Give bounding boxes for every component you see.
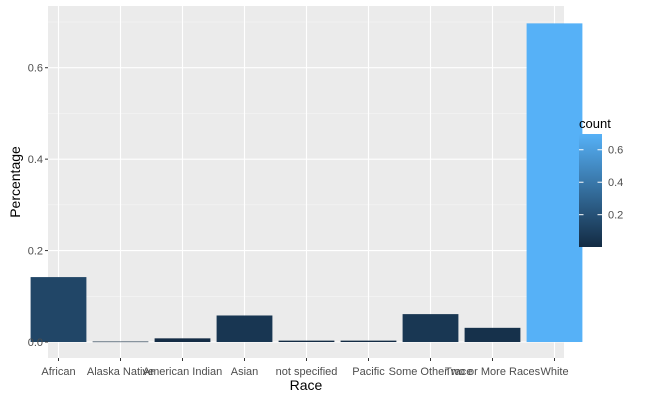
x-tick-label: American Indian: [143, 366, 223, 378]
x-tick-label: Some Other race: [389, 366, 473, 378]
bar-two-or-more-races: [464, 327, 521, 342]
bar-some-other-race: [402, 314, 459, 342]
x-tick-label: White: [540, 366, 568, 378]
y-tick-label: 0.6: [28, 63, 43, 75]
legend-ticks: 0.2 0.4 0.6: [579, 145, 623, 222]
gridlines: [48, 6, 564, 358]
bar-white: [526, 23, 583, 342]
bar-african: [30, 277, 87, 342]
bar-alaska-native: [92, 341, 149, 343]
x-tick-label: not specified: [276, 366, 338, 378]
color-legend: count 0.2 0.4 0.6: [579, 116, 623, 247]
legend-tick-label: 0.6: [608, 145, 623, 157]
bar-pacific: [340, 340, 397, 342]
y-tick-label: 0.2: [28, 246, 43, 258]
x-axis-title: Race: [290, 377, 323, 393]
bar-asian: [216, 315, 273, 342]
x-tick-label: Alaska Native: [87, 366, 154, 378]
bar-american-indian: [154, 338, 211, 342]
bars: [30, 23, 583, 343]
legend-tick-label: 0.4: [608, 177, 623, 189]
bar-not-specified: [278, 340, 335, 342]
y-axis: 0.0 0.2 0.4 0.6: [28, 63, 48, 349]
legend-colorbar: [579, 134, 602, 247]
y-axis-title: Percentage: [7, 146, 23, 218]
legend-title: count: [579, 116, 611, 131]
x-tick-label: Asian: [231, 366, 259, 378]
x-tick-label: African: [41, 366, 75, 378]
y-tick-label: 0.4: [28, 154, 43, 166]
x-tick-label: Pacific: [352, 366, 385, 378]
x-tick-label: Two or More Races: [445, 366, 541, 378]
legend-tick-label: 0.2: [608, 210, 623, 222]
y-tick-label: 0.0: [28, 337, 43, 349]
